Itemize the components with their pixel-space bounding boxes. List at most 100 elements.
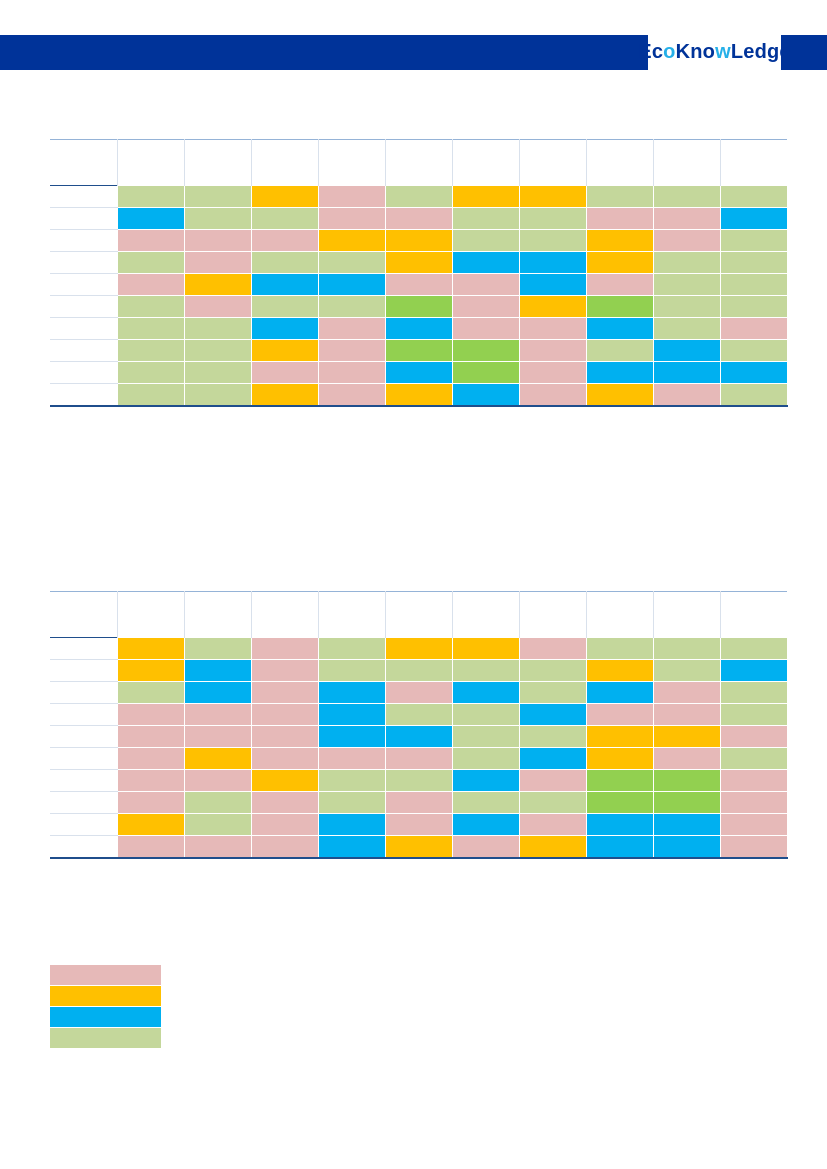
color-cell bbox=[452, 251, 520, 274]
color-cell bbox=[720, 659, 788, 682]
color-cell bbox=[519, 725, 587, 748]
legend-swatch bbox=[50, 1007, 161, 1027]
color-cell bbox=[385, 681, 453, 704]
color-cell bbox=[720, 725, 788, 748]
color-cell bbox=[385, 251, 453, 274]
color-cell bbox=[117, 791, 185, 814]
color-cell bbox=[452, 637, 520, 660]
table-row bbox=[50, 295, 788, 318]
header-cell bbox=[318, 139, 386, 186]
color-cell bbox=[385, 207, 453, 230]
color-cell bbox=[653, 339, 721, 362]
table-row bbox=[50, 681, 788, 704]
color-cell bbox=[251, 681, 319, 704]
color-cell bbox=[318, 681, 386, 704]
color-cell bbox=[184, 185, 252, 208]
color-cell bbox=[653, 185, 721, 208]
color-cell bbox=[251, 185, 319, 208]
header-cell bbox=[318, 591, 386, 638]
legend-swatch bbox=[50, 965, 161, 985]
color-cell bbox=[720, 791, 788, 814]
color-cell bbox=[318, 339, 386, 362]
color-cell bbox=[452, 229, 520, 252]
row-label-cell bbox=[50, 207, 118, 230]
row-label-cell bbox=[50, 273, 118, 296]
color-cell bbox=[519, 637, 587, 660]
header-cell bbox=[385, 139, 453, 186]
header-cell bbox=[519, 591, 587, 638]
color-cell bbox=[117, 769, 185, 792]
header-cell bbox=[586, 591, 654, 638]
color-cell bbox=[452, 383, 520, 406]
header-cell bbox=[519, 139, 587, 186]
color-cell bbox=[720, 185, 788, 208]
color-cell bbox=[452, 273, 520, 296]
color-cell bbox=[519, 229, 587, 252]
color-cell bbox=[653, 725, 721, 748]
table-row bbox=[50, 725, 788, 748]
color-cell bbox=[720, 361, 788, 384]
table-row bbox=[50, 251, 788, 274]
color-cell bbox=[586, 813, 654, 836]
table-row bbox=[50, 791, 788, 814]
color-cell bbox=[318, 835, 386, 858]
color-cell bbox=[586, 747, 654, 770]
color-cell bbox=[117, 361, 185, 384]
row-label-cell bbox=[50, 339, 118, 362]
color-cell bbox=[586, 207, 654, 230]
color-cell bbox=[653, 835, 721, 858]
table-row bbox=[50, 185, 788, 208]
color-cell bbox=[452, 769, 520, 792]
color-cell bbox=[586, 791, 654, 814]
color-cell bbox=[519, 185, 587, 208]
color-cell bbox=[519, 659, 587, 682]
logo-wordmark: EcoKnowLedge bbox=[638, 41, 791, 63]
color-cell bbox=[184, 703, 252, 726]
color-cell bbox=[519, 383, 587, 406]
color-cell bbox=[385, 791, 453, 814]
color-cell bbox=[318, 791, 386, 814]
header-cell bbox=[653, 591, 721, 638]
color-cell bbox=[385, 229, 453, 252]
row-label-cell bbox=[50, 791, 118, 814]
color-cell bbox=[720, 207, 788, 230]
color-cell bbox=[452, 207, 520, 230]
color-cell bbox=[586, 361, 654, 384]
color-cell bbox=[653, 637, 721, 660]
table-row bbox=[50, 361, 788, 384]
color-cell bbox=[452, 835, 520, 858]
row-label-cell bbox=[50, 769, 118, 792]
color-cell bbox=[653, 383, 721, 406]
color-cell bbox=[720, 637, 788, 660]
color-cell bbox=[653, 659, 721, 682]
color-cell bbox=[519, 791, 587, 814]
color-cell bbox=[385, 273, 453, 296]
color-cell bbox=[720, 835, 788, 858]
color-cell bbox=[318, 659, 386, 682]
color-cell bbox=[653, 251, 721, 274]
row-label-cell bbox=[50, 637, 118, 660]
color-cell bbox=[184, 637, 252, 660]
color-cell bbox=[117, 251, 185, 274]
color-cell bbox=[117, 725, 185, 748]
color-cell bbox=[720, 273, 788, 296]
brand-logo: EcoKnowLedge bbox=[638, 35, 791, 70]
color-cell bbox=[251, 791, 319, 814]
table-row bbox=[50, 207, 788, 230]
table-row bbox=[50, 703, 788, 726]
row-label-cell bbox=[50, 681, 118, 704]
color-cell bbox=[586, 185, 654, 208]
color-cell bbox=[586, 383, 654, 406]
color-cell bbox=[519, 681, 587, 704]
color-cell bbox=[117, 339, 185, 362]
header-row bbox=[50, 591, 787, 638]
color-cell bbox=[653, 361, 721, 384]
color-cell bbox=[184, 229, 252, 252]
header-cell bbox=[452, 139, 520, 186]
color-cell bbox=[385, 747, 453, 770]
row-label-cell bbox=[50, 251, 118, 274]
color-cell bbox=[586, 769, 654, 792]
color-cell bbox=[117, 273, 185, 296]
color-cell bbox=[519, 273, 587, 296]
color-cell bbox=[251, 229, 319, 252]
